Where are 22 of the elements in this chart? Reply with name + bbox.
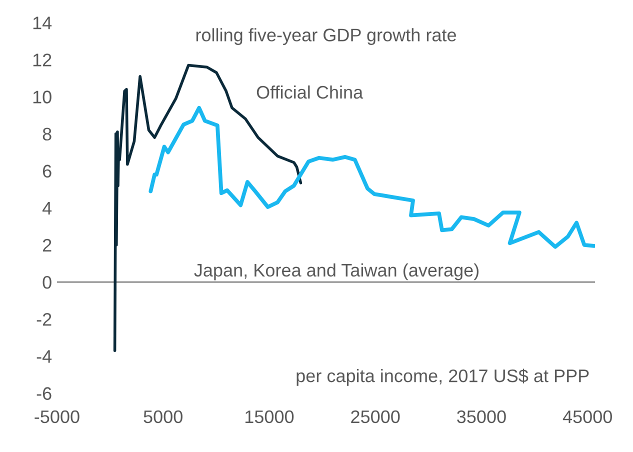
y-tick-label: 12 [33,54,52,66]
chart-title: rolling five-year GDP growth rate [196,28,456,45]
x-tick-label: 35000 [457,410,506,424]
y-tick-label: -4 [36,350,52,363]
x-tick-label: 15000 [245,410,294,424]
x-axis-title: per capita income, 2017 US$ at PPP [296,368,589,386]
line-series [148,106,596,249]
x-tick-label: 5000 [144,410,182,424]
y-tick-label: 2 [42,238,52,252]
y-tick-label: -6 [36,387,52,400]
text: Japan, Korea and Taiwan (average) [194,263,479,280]
x-tick-label: 25000 [351,410,400,424]
x-tick-label: -5000 [34,410,80,424]
x-tick-label: 45000 [562,410,612,424]
series-label: Official China [256,85,364,99]
y-tick-label: 14 [33,16,52,30]
y-tick-label: 10 [33,90,52,104]
y-tick-label: -2 [36,313,52,326]
y-tick-label: 8 [42,128,52,141]
y-tick-label: 6 [42,164,52,178]
y-tick-label: 4 [42,202,52,214]
y-tick-label: 0 [42,276,52,289]
